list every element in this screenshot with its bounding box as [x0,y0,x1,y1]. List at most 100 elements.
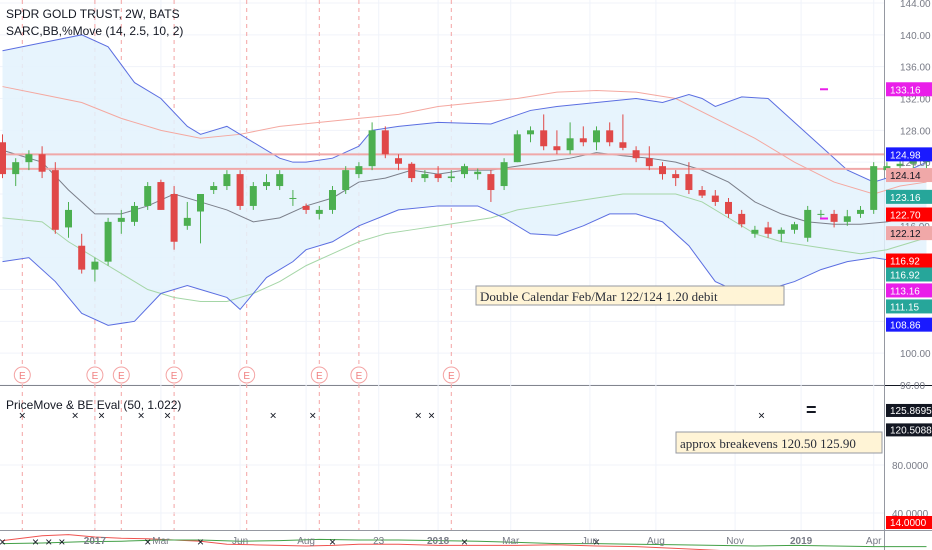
price-label-bg [886,168,932,183]
price-tick-label: 140.00 [900,31,931,42]
lower-red-line [2,534,721,550]
earnings-label: E [92,371,99,382]
price-label-bg [886,317,932,332]
candle-body [830,213,838,222]
candle-body [566,138,574,151]
sar-line [2,86,927,195]
candle-body [553,146,561,151]
candle-body [593,130,600,143]
price-label-text: 116.92 [890,257,920,268]
earnings-label: E [118,371,125,382]
x-mark: × [72,409,79,423]
candle-body [289,197,297,199]
x-mark: × [415,409,422,423]
candle-body [843,216,851,222]
lower-lines [2,534,927,550]
candle-body [764,227,772,234]
x-mark: × [309,409,316,423]
candle-body [78,245,86,270]
lower-label-bg [886,423,932,437]
candle-body [909,160,917,164]
price-label-text: 124.98 [890,150,921,161]
candle-body [870,166,878,210]
price-label-text: 116.92 [890,271,920,282]
price-tick-label: 144.00 [900,0,931,10]
x-mark: × [58,535,65,549]
candle-body [500,162,508,187]
price-label-bg [886,253,932,268]
candle-body [513,134,521,163]
candle-body [672,174,680,179]
x-mark: × [164,409,171,423]
candle-body [157,182,165,210]
price-tick-label: 136.00 [900,63,931,74]
candle-body [210,186,218,191]
time-tick-label: Jun [232,536,248,547]
candle-body [315,209,323,214]
candle-body [579,138,587,143]
price-label-text: 123.16 [890,193,921,204]
candle-body [302,205,310,210]
candle-body [434,174,442,179]
breakeven-text: approx breakevens 120.50 125.90 [680,436,856,451]
price-label-bg [886,147,932,162]
candle-body [619,142,627,148]
time-tick-label: Jun [582,536,598,547]
candle-body [65,209,72,228]
price-tick-label: 128.00 [900,126,931,137]
earnings-circle [238,366,256,384]
equals-marker: = [806,400,817,420]
time-axis-ticks: 2017 Mar Jun Aug 23 2018 Mar Jun Aug Nov 2019 Apr [84,536,882,547]
candle-body [355,166,363,175]
candle-body [223,174,231,187]
lower-label-bg [886,403,932,417]
candle-body [606,130,614,143]
candle-body [685,174,693,191]
candle-body [791,224,798,230]
lower-label-text: 14.0000 [890,518,927,529]
candle-body [236,174,244,206]
price-tick-label: 96.00 [900,381,925,392]
price-label-bg [886,189,932,204]
earnings-label: E [19,371,26,382]
time-tick-label: 2018 [427,536,450,547]
candle-body [711,195,719,202]
candle-body [91,261,99,270]
time-tick-label: Apr [866,536,882,547]
candle-body [527,130,534,135]
candle-body [0,142,6,175]
x-mark: × [329,535,336,549]
candle-body [645,158,653,167]
candle-body [197,194,204,212]
candle-body [38,154,46,172]
earnings-label: E [316,371,323,382]
candle-body [12,162,20,175]
x-mark: × [45,535,52,549]
price-labels: 133.16 124.98 124.14 123.16 122.70 122.12 116.… [886,82,932,332]
candle-body [368,130,376,167]
lower-grid [0,464,884,514]
earnings-label: E [171,371,178,382]
price-label-bg [886,267,932,282]
candle-body [395,158,402,164]
bollinger-band-fill [2,34,927,326]
candle-body [342,170,350,191]
candle-body [487,174,495,191]
time-tick-label: 2019 [790,536,813,547]
indicator-legend: SARC,BB,%Move (14, 2.5, 10, 2) [6,24,183,38]
candle-body [751,229,759,234]
candle-body [698,190,706,196]
candle-body [131,205,138,222]
earnings-circle [86,366,104,384]
chart-title: SPDR GOLD TRUST, 2W, BATS [6,7,180,21]
candle-body [421,174,429,179]
x-mark: × [461,535,468,549]
bb-upper-line [2,34,927,183]
price-tick-label: 124.00 [900,158,931,169]
candle-body [474,171,482,175]
bb-area [2,34,927,326]
candle-body [817,213,825,215]
